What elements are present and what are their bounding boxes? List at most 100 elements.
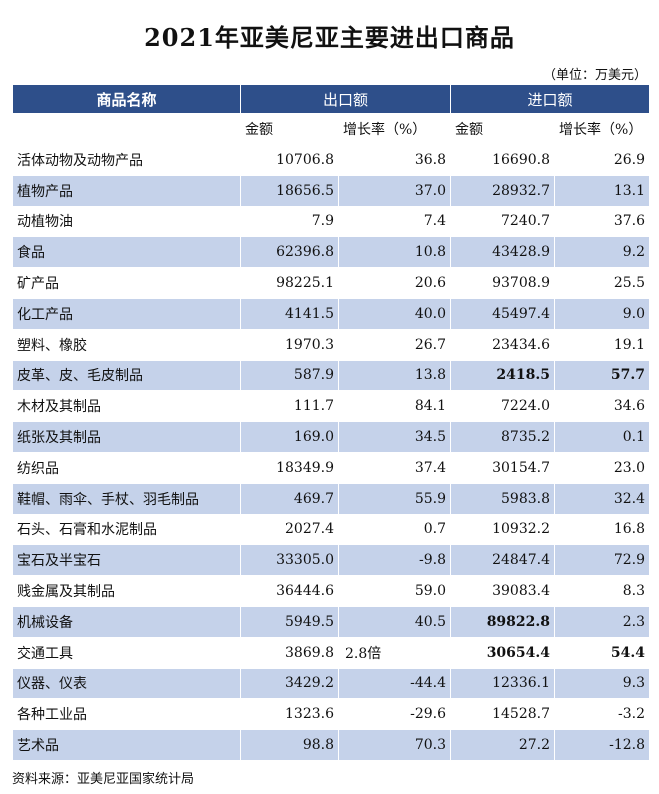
import-amount-cell: 43428.9 (450, 236, 556, 269)
source-note: 资料来源：亚美尼亚国家统计局 (12, 772, 195, 787)
export-amount-cell: 5949.5 (240, 605, 339, 638)
table-row: 矿产品 98225.1 20.6 93708.9 25.5 (12, 267, 651, 299)
table-row: 化工产品 4141.5 40.0 45497.4 9.0 (12, 297, 651, 330)
import-amount-cell: 5983.8 (450, 482, 556, 515)
export-growth-cell: 20.6 (337, 267, 452, 299)
import-growth-cell: 9.3 (554, 667, 651, 700)
import-amount-cell: 28932.7 (450, 174, 556, 207)
table-row: 植物产品 18656.5 37.0 28932.7 13.1 (12, 174, 651, 207)
export-growth-cell: 26.7 (337, 328, 452, 361)
table-row: 各种工业品 1323.6 -29.6 14528.7 -3.2 (12, 698, 651, 731)
import-growth-cell: 34.6 (554, 390, 651, 423)
import-growth-cell: 57.7 (554, 359, 651, 392)
export-amount-cell: 7.9 (240, 205, 339, 238)
export-growth-cell: 0.7 (337, 513, 452, 546)
export-amount-cell: 469.7 (240, 482, 339, 515)
import-growth-cell: 26.9 (554, 144, 651, 176)
row-name-cell: 交通工具 (12, 636, 241, 669)
export-amount-cell: 18656.5 (240, 174, 339, 207)
unit-note: （单位：万美元） (542, 68, 647, 83)
header-import-growth: 增长率（%） (554, 113, 651, 145)
export-amount-cell: 2027.4 (240, 513, 339, 546)
export-growth-cell: 59.0 (337, 575, 452, 607)
export-growth-cell: -29.6 (337, 698, 452, 731)
import-growth-cell: -12.8 (554, 729, 651, 761)
table-row: 交通工具 3869.8 2.8倍 30654.4 54.4 (12, 636, 651, 669)
import-growth-cell: 9.2 (554, 236, 651, 269)
export-amount-cell: 3869.8 (240, 636, 339, 669)
row-name-cell: 塑料、橡胶 (12, 328, 241, 361)
export-amount-cell: 98.8 (240, 729, 339, 761)
export-growth-cell: 37.0 (337, 174, 452, 207)
export-growth-cell: 37.4 (337, 451, 452, 484)
header-import: 进口额 (450, 84, 651, 114)
table-row: 塑料、橡胶 1970.3 26.7 23434.6 19.1 (12, 328, 651, 361)
export-amount-cell: 4141.5 (240, 297, 339, 330)
export-amount-cell: 10706.8 (240, 144, 339, 176)
export-amount-cell: 1970.3 (240, 328, 339, 361)
export-growth-cell: 40.5 (337, 605, 452, 638)
import-growth-cell: -3.2 (554, 698, 651, 731)
export-growth-cell: 34.5 (337, 421, 452, 453)
export-growth-cell: 7.4 (337, 205, 452, 238)
header-import-amount: 金额 (450, 113, 556, 145)
row-name-cell: 艺术品 (12, 729, 241, 761)
table-row: 皮革、皮、毛皮制品 587.9 13.8 2418.5 57.7 (12, 359, 651, 392)
import-growth-cell: 19.1 (554, 328, 651, 361)
import-growth-cell: 23.0 (554, 451, 651, 484)
header-name: 商品名称 (12, 84, 241, 114)
row-name-cell: 宝石及半宝石 (12, 544, 241, 577)
import-amount-cell: 2418.5 (450, 359, 556, 392)
table-row: 石头、石膏和水泥制品 2027.4 0.7 10932.2 16.8 (12, 513, 651, 546)
import-growth-cell: 8.3 (554, 575, 651, 607)
header-blank (12, 113, 241, 145)
export-amount-cell: 33305.0 (240, 544, 339, 577)
import-amount-cell: 23434.6 (450, 328, 556, 361)
row-name-cell: 机械设备 (12, 605, 241, 638)
import-amount-cell: 89822.8 (450, 605, 556, 638)
import-amount-cell: 14528.7 (450, 698, 556, 731)
import-amount-cell: 27.2 (450, 729, 556, 761)
trade-table: 商品名称 出口额 进口额 金额 增长率（%） 金额 增长率（%） 活体动物及动物… (12, 84, 651, 761)
import-growth-cell: 2.3 (554, 605, 651, 638)
export-growth-cell: 55.9 (337, 482, 452, 515)
row-name-cell: 化工产品 (12, 297, 241, 330)
export-growth-cell: -9.8 (337, 544, 452, 577)
row-name-cell: 纸张及其制品 (12, 421, 241, 453)
import-amount-cell: 30654.4 (450, 636, 556, 669)
import-amount-cell: 39083.4 (450, 575, 556, 607)
row-name-cell: 仪器、仪表 (12, 667, 241, 700)
export-growth-cell: 40.0 (337, 297, 452, 330)
import-growth-cell: 16.8 (554, 513, 651, 546)
table-row: 宝石及半宝石 33305.0 -9.8 24847.4 72.9 (12, 544, 651, 577)
row-name-cell: 木材及其制品 (12, 390, 241, 423)
table-row: 仪器、仪表 3429.2 -44.4 12336.1 9.3 (12, 667, 651, 700)
table-body: 活体动物及动物产品 10706.8 36.8 16690.8 26.9 植物产品 18656… (12, 144, 651, 761)
table-row: 艺术品 98.8 70.3 27.2 -12.8 (12, 729, 651, 761)
table-row: 机械设备 5949.5 40.5 89822.8 2.3 (12, 605, 651, 638)
row-name-cell: 各种工业品 (12, 698, 241, 731)
row-name-cell: 食品 (12, 236, 241, 269)
import-growth-cell: 9.0 (554, 297, 651, 330)
import-amount-cell: 12336.1 (450, 667, 556, 700)
export-growth-cell: -44.4 (337, 667, 452, 700)
import-amount-cell: 30154.7 (450, 451, 556, 484)
table-row: 活体动物及动物产品 10706.8 36.8 16690.8 26.9 (12, 144, 651, 176)
import-growth-cell: 37.6 (554, 205, 651, 238)
table-row: 纸张及其制品 169.0 34.5 8735.2 0.1 (12, 421, 651, 453)
import-amount-cell: 93708.9 (450, 267, 556, 299)
export-growth-cell: 70.3 (337, 729, 452, 761)
export-growth-cell: 10.8 (337, 236, 452, 269)
export-growth-cell: 13.8 (337, 359, 452, 392)
table-row: 纺织品 18349.9 37.4 30154.7 23.0 (12, 451, 651, 484)
row-name-cell: 植物产品 (12, 174, 241, 207)
export-amount-cell: 36444.6 (240, 575, 339, 607)
export-growth-cell: 36.8 (337, 144, 452, 176)
row-name-cell: 矿产品 (12, 267, 241, 299)
table-row: 木材及其制品 111.7 84.1 7224.0 34.6 (12, 390, 651, 423)
import-amount-cell: 8735.2 (450, 421, 556, 453)
import-growth-cell: 72.9 (554, 544, 651, 577)
row-name-cell: 动植物油 (12, 205, 241, 238)
table-title: 2021年亚美尼亚主要进出口商品 (144, 23, 515, 52)
import-amount-cell: 7240.7 (450, 205, 556, 238)
